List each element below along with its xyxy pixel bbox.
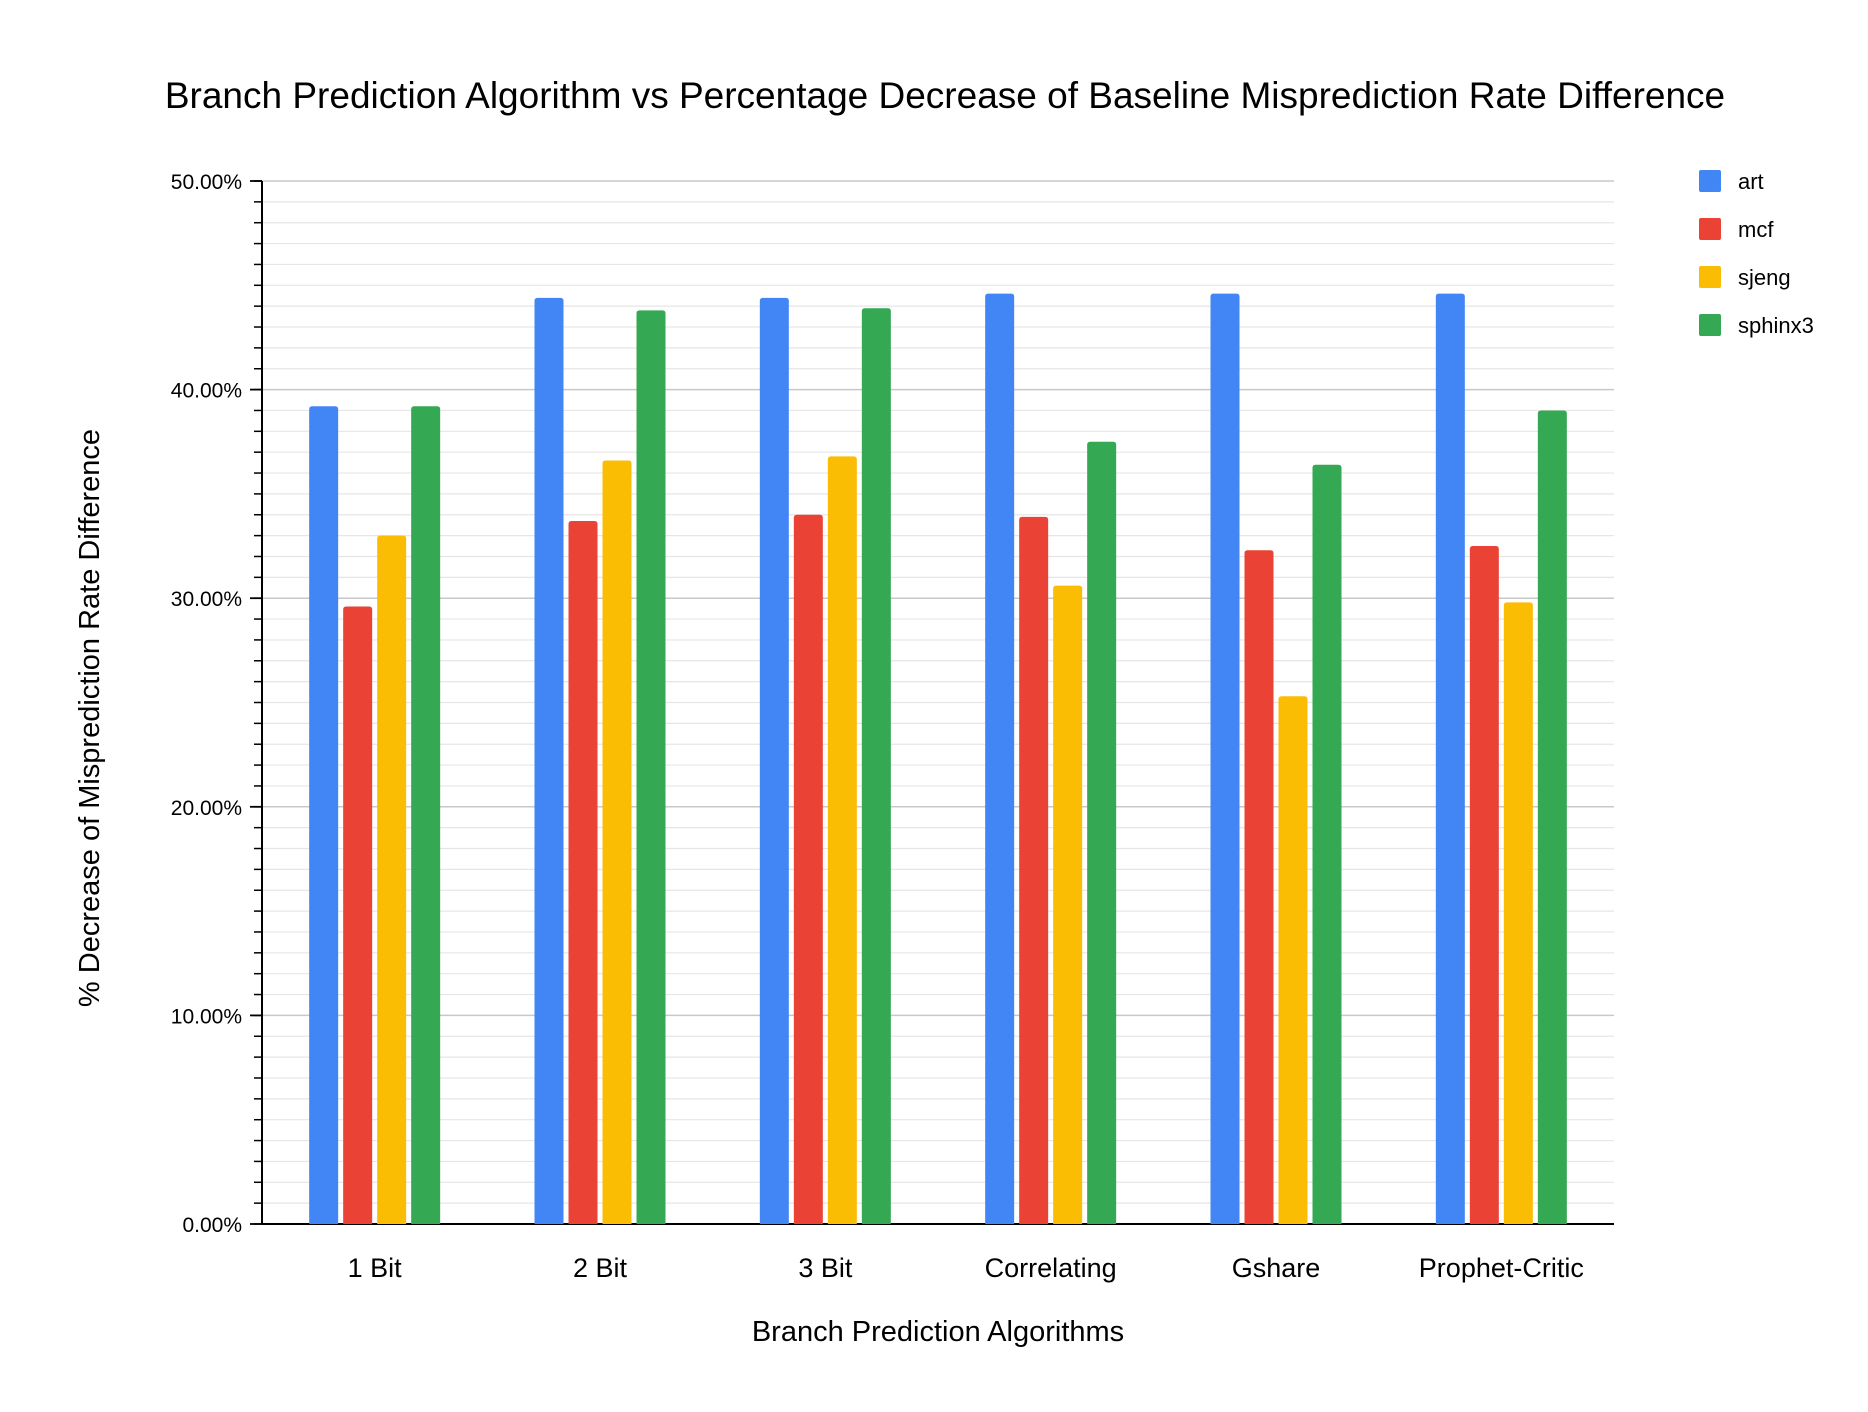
bar-art	[534, 297, 564, 1224]
bar-mcf	[793, 514, 823, 1224]
bar-sphinx3	[1537, 410, 1567, 1225]
y-axis-title: % Decrease of Misprediction Rate Differe…	[74, 429, 106, 1007]
legend-swatch-sjeng	[1699, 266, 1721, 288]
bars	[309, 293, 1567, 1225]
x-tick-label: Gshare	[1232, 1253, 1321, 1283]
bar-mcf	[343, 606, 373, 1224]
bar-sjeng	[827, 456, 857, 1224]
x-tick-label: 1 Bit	[348, 1253, 403, 1283]
bar-art	[309, 406, 339, 1225]
legend-label-mcf: mcf	[1738, 217, 1774, 242]
bar-sjeng	[1053, 585, 1083, 1224]
bar-mcf	[1469, 546, 1499, 1224]
y-tick-label: 30.00%	[171, 588, 242, 611]
legend-label-art: art	[1738, 169, 1764, 194]
bar-sphinx3	[1312, 464, 1342, 1224]
x-tick-label: 2 Bit	[573, 1253, 628, 1283]
y-tick-label: 10.00%	[171, 1005, 242, 1028]
bar-sphinx3	[1087, 441, 1117, 1224]
gridlines	[262, 180, 1614, 1204]
legend-label-sphinx3: sphinx3	[1738, 313, 1814, 338]
bar-sphinx3	[861, 308, 891, 1225]
bar-mcf	[568, 521, 598, 1224]
bar-art	[1435, 293, 1465, 1224]
bar-mcf	[1019, 516, 1049, 1224]
y-tick-label: 40.00%	[171, 380, 242, 403]
legend-label-sjeng: sjeng	[1738, 265, 1791, 290]
legend-swatch-art	[1699, 170, 1721, 192]
x-axis-title: Branch Prediction Algorithms	[752, 1316, 1124, 1348]
bar-sjeng	[602, 460, 632, 1224]
y-tick-label: 20.00%	[171, 797, 242, 820]
x-axis-tick-labels: 1 Bit 2 Bit 3 Bit Correlating Gshare Prophet-…	[348, 1253, 1584, 1283]
y-tick-label: 50.00%	[171, 171, 242, 194]
x-tick-label: Prophet-Critic	[1419, 1253, 1584, 1283]
y-axis: 0.00% 10.00% 20.00% 30.00% 40.00% 50.00%	[171, 171, 1614, 1237]
bar-sjeng	[1503, 602, 1533, 1224]
bar-mcf	[1244, 550, 1274, 1224]
bar-art	[985, 293, 1015, 1224]
y-tick-label: 0.00%	[182, 1214, 242, 1237]
bar-sphinx3	[636, 310, 666, 1224]
x-tick-label: Correlating	[985, 1253, 1117, 1283]
legend-swatch-mcf	[1699, 218, 1721, 240]
bar-art	[1210, 293, 1240, 1224]
chart-title: Branch Prediction Algorithm vs Percentag…	[165, 75, 1725, 116]
bar-sphinx3	[411, 406, 441, 1225]
legend: art mcf sjeng sphinx3	[1699, 169, 1814, 338]
bar-sjeng	[377, 535, 407, 1224]
x-tick-label: 3 Bit	[798, 1253, 853, 1283]
bar-art	[759, 297, 789, 1224]
bar-sjeng	[1278, 696, 1308, 1224]
legend-swatch-sphinx3	[1699, 314, 1721, 336]
